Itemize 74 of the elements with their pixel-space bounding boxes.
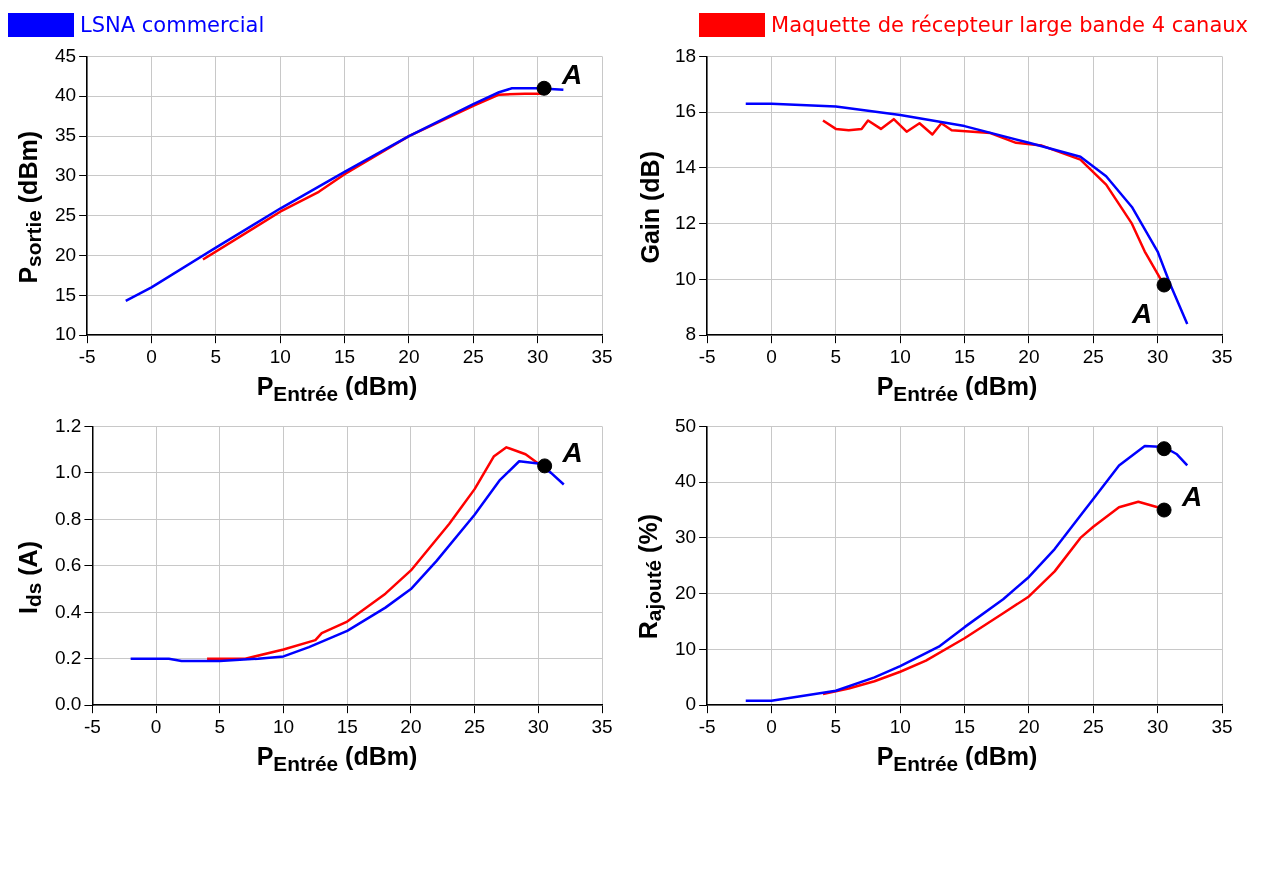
y-tick-label: 0.0: [54, 693, 82, 715]
x-tick-label: 30: [527, 345, 549, 367]
y-tick-label: 20: [54, 243, 77, 265]
y-tick-label: 0.6: [54, 554, 82, 576]
x-tick-label: 15: [954, 715, 976, 737]
x-tick-label: 25: [1082, 715, 1104, 737]
y-tick-label: 20: [674, 581, 697, 603]
y-tick-label: 15: [54, 283, 77, 305]
y-tick-label: 45: [54, 44, 77, 66]
x-tick-label: 5: [830, 715, 842, 737]
x-tick-label: 15: [336, 715, 358, 737]
y-tick-label: 18: [674, 44, 697, 66]
x-axis-title: P$_{Entrée}$ (dBm): [875, 742, 1039, 777]
x-tick-label: 25: [464, 715, 486, 737]
x-tick-label: -5: [698, 345, 716, 367]
annotation: A: [1130, 297, 1153, 329]
x-tick-label: 10: [269, 345, 291, 367]
x-tick-label: 35: [591, 715, 613, 737]
x-tick-label: 15: [954, 345, 976, 367]
y-tick-label: 0.2: [54, 646, 82, 668]
x-tick-label: 5: [214, 715, 226, 737]
x-tick-label: -5: [78, 345, 96, 367]
x-tick-label: 35: [1211, 345, 1233, 367]
y-tick-label: 25: [54, 203, 77, 225]
x-axis-title: P$_{Entrée}$ (dBm): [875, 372, 1039, 407]
y-tick-label: 14: [674, 156, 697, 178]
annotation: A: [561, 436, 583, 468]
y-tick-label: 40: [674, 470, 697, 492]
y-axis-title: Gain (dB): [635, 150, 665, 264]
x-tick-label: 5: [830, 345, 842, 367]
x-tick-label: 0: [766, 715, 777, 737]
y-tick-label: 50: [674, 414, 697, 436]
x-tick-label: 30: [1147, 345, 1169, 367]
legend-label: Maquette de récepteur large bande 4 canaux: [771, 13, 1248, 37]
y-tick-label: 12: [674, 211, 697, 233]
y-tick-label: 0.8: [54, 507, 82, 529]
y-tick-label: 30: [674, 526, 697, 548]
x-tick-label: 20: [398, 345, 420, 367]
annotation: A: [1180, 480, 1203, 512]
x-tick-label: -5: [698, 715, 716, 737]
x-tick-label: 20: [1018, 715, 1040, 737]
annotation: A: [560, 58, 583, 90]
x-tick-label: 15: [334, 345, 356, 367]
x-axis-title: P$_{Entrée}$ (dBm): [255, 372, 419, 407]
x-tick-label: 10: [272, 715, 295, 737]
y-tick-label: 0: [685, 693, 697, 715]
x-tick-label: 10: [889, 345, 911, 367]
x-tick-label: 30: [527, 715, 549, 737]
y-tick-label: 16: [674, 100, 697, 122]
y-tick-label: 10: [674, 637, 697, 659]
x-axis-title: P$_{Entrée}$ (dBm): [255, 742, 419, 777]
x-tick-label: 0: [766, 345, 777, 367]
y-tick-label: 40: [54, 84, 77, 106]
x-tick-label: 35: [1211, 715, 1233, 737]
x-tick-label: 35: [591, 345, 613, 367]
x-tick-label: 20: [1018, 345, 1040, 367]
y-tick-label: 35: [54, 124, 77, 146]
x-tick-label: 0: [150, 715, 162, 737]
x-tick-label: 0: [146, 345, 157, 367]
y-tick-label: 1.0: [54, 461, 82, 483]
y-tick-label: 10: [54, 323, 77, 345]
x-tick-label: 25: [1082, 345, 1104, 367]
y-tick-label: 0.4: [54, 600, 82, 622]
x-tick-label: 10: [889, 715, 911, 737]
legend-label: LSNA commercial: [80, 13, 265, 37]
y-tick-label: 30: [54, 164, 77, 186]
x-tick-label: 20: [400, 715, 422, 737]
x-tick-label: 5: [210, 345, 222, 367]
y-tick-label: 1.2: [54, 414, 82, 436]
x-tick-label: 25: [462, 345, 484, 367]
y-tick-label: 10: [674, 267, 697, 289]
x-tick-label: 30: [1147, 715, 1169, 737]
x-tick-label: -5: [83, 715, 101, 737]
y-tick-label: 8: [685, 323, 697, 345]
